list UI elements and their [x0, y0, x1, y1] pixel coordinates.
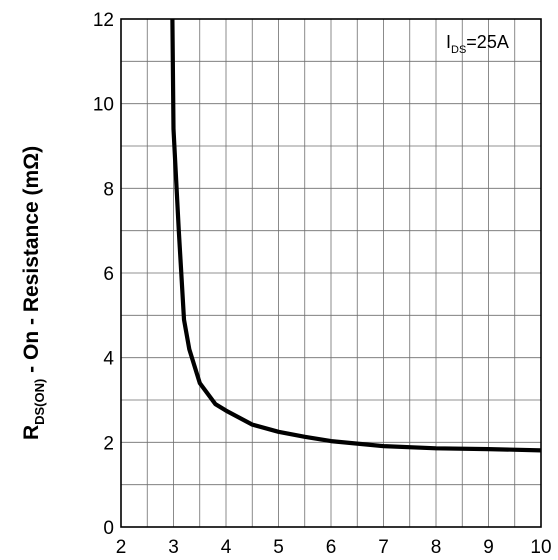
y-tick-label: 2 — [103, 433, 114, 454]
y-tick-label: 12 — [93, 10, 114, 31]
y-tick-label: 8 — [103, 179, 114, 200]
x-tick-label: 4 — [221, 537, 232, 558]
y-tick-label: 4 — [103, 349, 114, 370]
x-tick-label: 2 — [116, 537, 127, 558]
x-tick-label: 3 — [168, 537, 179, 558]
plot-frame — [120, 18, 542, 528]
x-tick-label: 6 — [326, 537, 337, 558]
x-tick-label: 10 — [530, 537, 551, 558]
x-tick-labels: 2 3 4 5 6 7 8 9 10 — [116, 537, 552, 558]
y-axis-label: RDS(ON) - On - Resistance (mΩ) — [20, 146, 47, 440]
x-tick-label: 8 — [431, 537, 442, 558]
series-line — [170, 18, 542, 453]
y-tick-label: 0 — [103, 518, 114, 539]
x-tick-label: 9 — [483, 537, 494, 558]
y-tick-label: 10 — [93, 95, 114, 116]
series-layer — [170, 18, 542, 453]
x-tick-label: 7 — [378, 537, 389, 558]
x-tick-label: 5 — [273, 537, 284, 558]
grid — [121, 19, 541, 527]
current-annotation: IDS=25A — [446, 32, 509, 56]
y-tick-labels: 0 2 4 6 8 10 12 — [93, 10, 115, 539]
y-tick-label: 6 — [103, 264, 114, 285]
